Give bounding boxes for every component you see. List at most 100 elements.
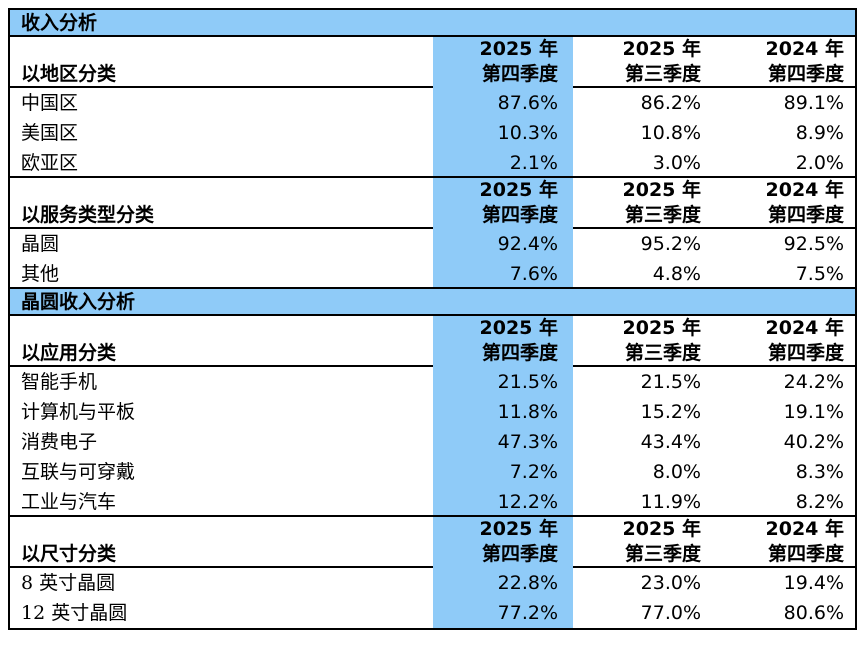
column-header-quarter: 第四季度 (767, 204, 844, 226)
cell-q4-2024: 40.2% (783, 431, 844, 453)
column-header-quarter: 第四季度 (481, 543, 558, 565)
cell-q3-2025: 86.2% (640, 92, 701, 114)
cell-q3-2025: 4.8% (652, 263, 701, 285)
row-label: 欧亚区 (21, 152, 79, 174)
header-row-by-region: 以地区分类 2025 年 第四季度 2025 年 第三季度 2024 年 第四季… (10, 37, 855, 88)
cell-q4-2025: 92.4% (433, 229, 573, 259)
cell-q4-2025: 77.2% (433, 598, 573, 628)
cell-q3-2025: 15.2% (640, 401, 701, 423)
column-header-q4-2024: 2024 年 第四季度 (716, 517, 855, 568)
table-row: 互联与可穿戴 7.2% 8.0% 8.3% (10, 457, 855, 487)
column-header-year: 2025 年 (622, 317, 702, 339)
table-row: 8 英寸晶圆 22.8% 23.0% 19.4% (10, 568, 855, 598)
cell-q3-2025: 43.4% (640, 431, 701, 453)
cell-q3-2025: 77.0% (640, 602, 701, 624)
cell-q4-2025: 7.2% (433, 457, 573, 487)
column-header-q4-2024: 2024 年 第四季度 (716, 316, 855, 367)
column-header-q4-2024: 2024 年 第四季度 (716, 178, 855, 229)
cell-q4-2024: 8.3% (795, 461, 844, 483)
group-label-by-size: 以尺寸分类 (21, 543, 117, 565)
column-header-q4-2025: 2025 年 第四季度 (433, 178, 573, 229)
table-row: 消费电子 47.3% 43.4% 40.2% (10, 427, 855, 457)
cell-q4-2025: 21.5% (433, 367, 573, 397)
column-header-quarter: 第四季度 (767, 63, 844, 85)
column-header-quarter: 第三季度 (624, 63, 701, 85)
cell-q4-2024: 7.5% (795, 263, 844, 285)
column-header-quarter: 第四季度 (481, 342, 558, 364)
cell-q4-2025: 22.8% (433, 568, 573, 598)
row-label: 工业与汽车 (21, 491, 117, 513)
column-header-quarter: 第四季度 (767, 342, 844, 364)
table-row: 智能手机 21.5% 21.5% 24.2% (10, 367, 855, 397)
column-header-year: 2025 年 (622, 179, 702, 201)
cell-q3-2025: 21.5% (640, 371, 701, 393)
column-header-q3-2025: 2025 年 第三季度 (573, 178, 716, 229)
column-header-q3-2025: 2025 年 第三季度 (573, 316, 716, 367)
cell-q4-2024: 8.9% (795, 122, 844, 144)
cell-q4-2025: 47.3% (433, 427, 573, 457)
cell-q4-2024: 92.5% (783, 233, 844, 255)
column-header-quarter: 第三季度 (624, 342, 701, 364)
section-title-revenue: 收入分析 (10, 10, 855, 37)
cell-q3-2025: 23.0% (640, 572, 701, 594)
table-row: 晶圆 92.4% 95.2% 92.5% (10, 229, 855, 259)
column-header-q3-2025: 2025 年 第三季度 (573, 517, 716, 568)
cell-q3-2025: 95.2% (640, 233, 701, 255)
row-label: 美国区 (21, 122, 79, 144)
table-row: 中国区 87.6% 86.2% 89.1% (10, 88, 855, 118)
column-header-year: 2025 年 (479, 518, 559, 540)
row-label: 其他 (21, 263, 60, 285)
column-header-quarter: 第三季度 (624, 543, 701, 565)
header-row-by-size: 以尺寸分类 2025 年 第四季度 2025 年 第三季度 2024 年 第四季… (10, 517, 855, 568)
table-row: 美国区 10.3% 10.8% 8.9% (10, 118, 855, 148)
table-row: 12 英寸晶圆 77.2% 77.0% 80.6% (10, 598, 855, 628)
column-header-quarter: 第四季度 (481, 63, 558, 85)
column-header-year: 2025 年 (622, 38, 702, 60)
cell-q3-2025: 10.8% (640, 122, 701, 144)
cell-q4-2024: 2.0% (795, 152, 844, 174)
cell-q4-2024: 24.2% (783, 371, 844, 393)
table-row: 其他 7.6% 4.8% 7.5% (10, 259, 855, 289)
cell-q4-2024: 19.1% (783, 401, 844, 423)
group-label-by-application: 以应用分类 (21, 342, 117, 364)
column-header-year: 2024 年 (765, 179, 845, 201)
cell-q3-2025: 8.0% (652, 461, 701, 483)
column-header-q4-2025: 2025 年 第四季度 (433, 37, 573, 88)
row-label: 计算机与平板 (21, 401, 136, 423)
column-header-q3-2025: 2025 年 第三季度 (573, 37, 716, 88)
row-label: 中国区 (21, 92, 79, 114)
column-header-year: 2025 年 (622, 518, 702, 540)
row-label: 消费电子 (21, 431, 98, 453)
table-row: 工业与汽车 12.2% 11.9% 8.2% (10, 487, 855, 517)
column-header-quarter: 第四季度 (767, 543, 844, 565)
cell-q4-2025: 10.3% (433, 118, 573, 148)
row-label: 12 英寸晶圆 (21, 602, 128, 624)
column-header-quarter: 第三季度 (624, 204, 701, 226)
table-row: 欧亚区 2.1% 3.0% 2.0% (10, 148, 855, 178)
column-header-year: 2024 年 (765, 518, 845, 540)
cell-q4-2025: 87.6% (433, 88, 573, 118)
group-label-by-service-type: 以服务类型分类 (21, 204, 155, 226)
row-label: 互联与可穿戴 (21, 461, 136, 483)
header-row-by-application: 以应用分类 2025 年 第四季度 2025 年 第三季度 2024 年 第四季… (10, 316, 855, 367)
section-title-wafer-revenue: 晶圆收入分析 (10, 289, 855, 316)
column-header-year: 2025 年 (479, 179, 559, 201)
cell-q4-2025: 11.8% (433, 397, 573, 427)
group-label-by-region: 以地区分类 (21, 63, 117, 85)
cell-q4-2024: 80.6% (783, 602, 844, 624)
cell-q3-2025: 3.0% (652, 152, 701, 174)
cell-q4-2024: 8.2% (795, 491, 844, 513)
cell-q4-2025: 7.6% (433, 259, 573, 287)
row-label: 晶圆 (21, 233, 60, 255)
table-row: 计算机与平板 11.8% 15.2% 19.1% (10, 397, 855, 427)
column-header-quarter: 第四季度 (481, 204, 558, 226)
column-header-year: 2024 年 (765, 38, 845, 60)
column-header-year: 2024 年 (765, 317, 845, 339)
cell-q4-2024: 89.1% (783, 92, 844, 114)
cell-q4-2024: 19.4% (783, 572, 844, 594)
cell-q3-2025: 11.9% (640, 491, 701, 513)
header-row-by-service-type: 以服务类型分类 2025 年 第四季度 2025 年 第三季度 2024 年 第… (10, 178, 855, 229)
column-header-year: 2025 年 (479, 38, 559, 60)
row-label: 8 英寸晶圆 (21, 572, 116, 594)
